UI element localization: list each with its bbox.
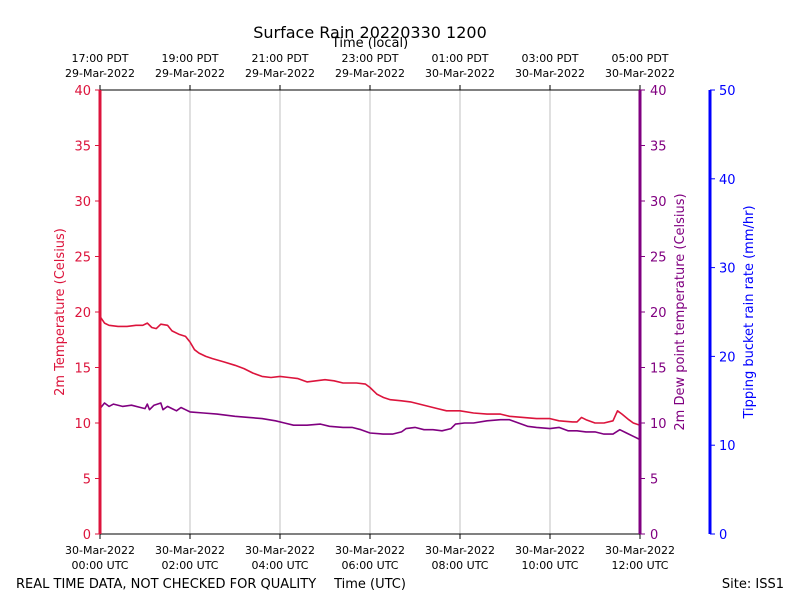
x-bottom-tick-time: 10:00 UTC xyxy=(521,559,578,572)
quality-notice: REAL TIME DATA, NOT CHECKED FOR QUALITY xyxy=(16,577,316,592)
x-top-tick-time: 05:00 PDT xyxy=(611,52,668,65)
x-top-tick-time: 17:00 PDT xyxy=(71,52,128,65)
x-bottom-tick-time: 02:00 UTC xyxy=(161,559,218,572)
y-right2-tick-label: 50 xyxy=(719,84,736,99)
x-top-tick-date: 29-Mar-2022 xyxy=(335,67,405,80)
y-right1-tick-label: 15 xyxy=(650,362,667,377)
y-left-tick-label: 20 xyxy=(74,306,91,321)
x-bottom-tick-time: 12:00 UTC xyxy=(611,559,668,572)
y-right1-tick-label: 5 xyxy=(650,473,658,488)
x-top-tick-date: 30-Mar-2022 xyxy=(515,67,585,80)
y-right1-tick-label: 10 xyxy=(650,417,667,432)
dewpoint-line xyxy=(99,402,641,441)
y-right2-tick-label: 20 xyxy=(719,350,736,365)
x-top-tick-time: 19:00 PDT xyxy=(161,52,218,65)
y-right1-tick-label: 0 xyxy=(650,528,658,543)
plot-frame xyxy=(98,89,712,535)
x-top-tick-time: 21:00 PDT xyxy=(251,52,308,65)
y-left-tick-label: 40 xyxy=(74,84,91,99)
x-bottom-tick-date: 30-Mar-2022 xyxy=(155,544,225,557)
y-left-title: 2m Temperature (Celsius) xyxy=(53,228,68,396)
temperature-line xyxy=(99,315,641,426)
y-left-tick-label: 5 xyxy=(83,473,91,488)
x-bottom-tick-date: 30-Mar-2022 xyxy=(65,544,135,557)
y-left-tick-label: 30 xyxy=(74,195,91,210)
y-right2-tick-label: 30 xyxy=(719,262,736,277)
y-right1-title: 2m Dew point temperature (Celsius) xyxy=(673,193,688,430)
chart-title: Surface Rain 20220330 1200 xyxy=(253,23,487,42)
x-top-tick-time: 01:00 PDT xyxy=(431,52,488,65)
x-top-tick-date: 30-Mar-2022 xyxy=(425,67,495,80)
x-top-tick-date: 29-Mar-2022 xyxy=(65,67,135,80)
y-right1-tick-label: 40 xyxy=(650,84,667,99)
x-bottom-tick-time: 04:00 UTC xyxy=(251,559,308,572)
y-right2-tick-label: 0 xyxy=(719,528,727,543)
y-right2-tick-label: 10 xyxy=(719,439,736,454)
y-right2-title: Tipping bucket rain rate (mm/hr) xyxy=(742,205,757,419)
site-label: Site: ISS1 xyxy=(722,577,784,592)
x-top-tick-time: 03:00 PDT xyxy=(521,52,578,65)
y-left-tick-label: 15 xyxy=(74,362,91,377)
grid-lines xyxy=(189,90,551,534)
series-layer xyxy=(99,315,641,441)
y-right1-tick-label: 20 xyxy=(650,306,667,321)
bottom-axis-title: Time (UTC) xyxy=(333,577,406,592)
x-bottom-tick-date: 30-Mar-2022 xyxy=(425,544,495,557)
x-top-tick-date: 29-Mar-2022 xyxy=(245,67,315,80)
x-bottom-tick-date: 30-Mar-2022 xyxy=(335,544,405,557)
y-left-tick-label: 25 xyxy=(74,251,91,266)
x-bottom-tick-date: 30-Mar-2022 xyxy=(245,544,315,557)
y-right1-tick-label: 25 xyxy=(650,251,667,266)
x-top-tick-date: 29-Mar-2022 xyxy=(155,67,225,80)
y-right1-tick-label: 35 xyxy=(650,140,667,155)
x-top-tick-date: 30-Mar-2022 xyxy=(605,67,675,80)
x-bottom-tick-time: 00:00 UTC xyxy=(71,559,128,572)
top-axis-title: Time (local) xyxy=(331,36,408,51)
x-bottom-tick-time: 06:00 UTC xyxy=(341,559,398,572)
y-right2-tick-label: 40 xyxy=(719,173,736,188)
x-bottom-tick-time: 08:00 UTC xyxy=(431,559,488,572)
x-bottom-tick-date: 30-Mar-2022 xyxy=(605,544,675,557)
x-top-tick-time: 23:00 PDT xyxy=(341,52,398,65)
y-left-tick-label: 35 xyxy=(74,140,91,155)
y-right1-tick-label: 30 xyxy=(650,195,667,210)
y-left-tick-label: 10 xyxy=(74,417,91,432)
x-bottom-tick-date: 30-Mar-2022 xyxy=(515,544,585,557)
y-left-tick-label: 0 xyxy=(83,528,91,543)
axis-ticks: 30-Mar-2022 00:00 UTC 30-Mar-2022 02:00 UTC… xyxy=(65,52,736,572)
